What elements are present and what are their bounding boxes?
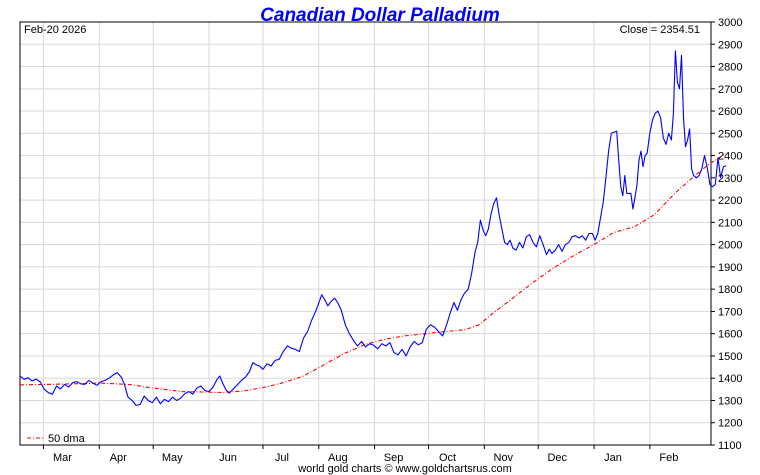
y-tick-label: 1900 [718, 262, 742, 274]
x-tick-label: Nov [494, 452, 514, 464]
date-label: Feb-20 2026 [24, 24, 86, 36]
y-tick-label: 2100 [718, 217, 742, 229]
x-tick-label: Oct [439, 452, 456, 464]
x-tick-label: Feb [659, 452, 678, 464]
y-tick-label: 1600 [718, 329, 742, 341]
close-label: Close = 2354.51 [620, 24, 700, 36]
y-tick-label: 1400 [718, 373, 742, 385]
y-tick-label: 1200 [718, 418, 742, 430]
x-tick-label: Dec [547, 452, 567, 464]
footer-credit: world gold charts © www.goldchartsrus.co… [297, 463, 512, 475]
series-line-price [19, 50, 727, 406]
y-tick-label: 2900 [718, 39, 742, 51]
y-tick-label: 2800 [718, 62, 742, 74]
x-grid-lines [42, 22, 651, 445]
y-tick-label: 2500 [718, 128, 742, 140]
y-tick-label: 1700 [718, 306, 742, 318]
x-tick-label: Mar [53, 452, 72, 464]
x-tick-label: Jun [219, 452, 237, 464]
y-tick-label: 2000 [718, 240, 742, 252]
y-tick-label: 2600 [718, 106, 742, 118]
plot-frame [19, 21, 712, 446]
legend-label-50dma: 50 dma [48, 433, 86, 445]
x-tick-label: Jul [275, 452, 289, 464]
x-tick-label: Sep [384, 452, 404, 464]
legend: 50 dma [27, 433, 86, 445]
x-tick-label: May [162, 452, 183, 464]
x-tick-label: Jan [604, 452, 622, 464]
y-tick-label: 1800 [718, 284, 742, 296]
series-layer [19, 50, 727, 406]
x-tick-label: Aug [328, 452, 348, 464]
y-tick-label: 2200 [718, 195, 742, 207]
y-tick-label: 1300 [718, 395, 742, 407]
x-axis: Mar Apr May Jun Jul Aug Sep Oct Nov Dec Jan Feb [42, 445, 678, 464]
grid-lines [20, 21, 711, 446]
series-line-50dma [19, 152, 727, 394]
y-tick-label: 3000 [718, 17, 742, 29]
chart-title: Canadian Dollar Palladium [260, 5, 500, 26]
y-tick-label: 1100 [718, 440, 742, 452]
y-axis: 1100 1200 1300 1400 1500 1600 1700 1800 1900 2000… [711, 17, 742, 452]
y-tick-label: 1500 [718, 351, 742, 363]
y-tick-label: 2400 [718, 151, 742, 163]
y-tick-label: 2300 [718, 173, 742, 185]
y-tick-label: 2700 [718, 84, 742, 96]
x-tick-label: Apr [110, 452, 127, 464]
